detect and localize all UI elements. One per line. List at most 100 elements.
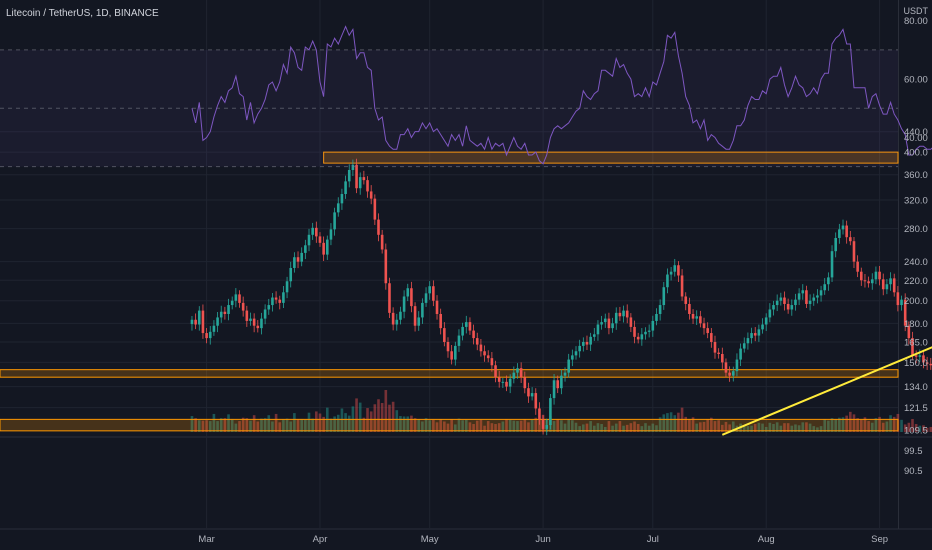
volume-bar [366, 408, 369, 432]
volume-bar [395, 410, 399, 432]
volume-bar [340, 408, 344, 432]
volume-bar [205, 420, 208, 432]
candle-body [673, 265, 677, 272]
candle-body [892, 278, 896, 293]
candle-body [362, 177, 366, 181]
candle-body [289, 267, 293, 282]
y-tick-label: 121.5 [904, 403, 928, 414]
volume-bar [925, 427, 929, 432]
candle-body [797, 293, 801, 300]
candle-body [282, 292, 285, 303]
x-tick-label: Jun [535, 534, 550, 545]
candle-body [753, 333, 757, 336]
candle-body [523, 377, 527, 389]
volume-bar [212, 413, 216, 432]
candle-body [450, 351, 453, 360]
candle-body [241, 302, 245, 311]
volume-bar [230, 418, 234, 432]
volume-bar [841, 417, 845, 432]
candle-body [717, 352, 720, 354]
volume-bar [666, 413, 669, 432]
volume-bar [388, 404, 391, 432]
candle-body [827, 277, 830, 285]
volume-bar [695, 423, 699, 432]
y-tick-label: 200.0 [904, 296, 928, 307]
volume-bar [468, 422, 472, 432]
candle-body [775, 300, 779, 306]
candle-body [486, 355, 490, 359]
volume-bar [863, 417, 867, 432]
candle-body [911, 338, 914, 356]
volume-bar [241, 417, 245, 432]
candle-body [710, 333, 713, 342]
candle-body [227, 305, 230, 314]
candle-body [838, 229, 841, 238]
volume-bar [534, 417, 538, 432]
candle-body [464, 322, 468, 327]
y-tick-label: 99.5 [904, 446, 923, 457]
volume-bar [655, 425, 658, 432]
volume-bar [527, 422, 530, 432]
candle-body [779, 297, 783, 301]
volume-bar [750, 425, 753, 432]
y-tick-label: 180.0 [904, 319, 928, 330]
y-tick-label: 109.5 [904, 425, 928, 436]
volume-bar [856, 418, 859, 432]
candle-body [216, 317, 219, 326]
volume-bar [391, 401, 395, 432]
volume-bar [501, 421, 505, 432]
x-tick-label: Jul [647, 534, 659, 545]
volume-bar [464, 419, 468, 432]
candle-body [699, 316, 702, 324]
candle-body [589, 336, 592, 345]
y-tick-label: 280.0 [904, 224, 928, 235]
volume-bar [636, 424, 640, 432]
volume-bar [699, 422, 702, 432]
volume-bar [585, 423, 589, 432]
candle-body [900, 299, 903, 306]
volume-bar [552, 421, 556, 432]
volume-bar [870, 422, 874, 432]
x-tick-label: Sep [871, 534, 888, 545]
y-tick-label: 360.0 [904, 170, 928, 181]
candle-body [929, 363, 932, 366]
candle-body [230, 300, 234, 306]
candle-body [527, 388, 530, 397]
volume-bar [508, 419, 512, 432]
candle-body [914, 355, 918, 357]
candle-body [307, 234, 311, 246]
candle-body [421, 302, 424, 318]
rsi-pane [0, 25, 932, 168]
candle-body [252, 318, 256, 326]
candle-body [808, 300, 812, 304]
volume-bar [223, 418, 227, 432]
rsi-tick-label: 40.00 [904, 133, 928, 144]
candle-body [845, 225, 848, 238]
candle-body [644, 331, 647, 335]
candle-body [585, 341, 589, 345]
candle-body [208, 331, 212, 339]
candle-body [256, 325, 260, 329]
volume-bar [523, 418, 527, 432]
volume-bar [721, 424, 724, 432]
candle-body [666, 274, 669, 288]
volume-bar [640, 426, 644, 432]
candle-body [549, 398, 552, 426]
volume-bar [190, 416, 194, 432]
volume-bar [432, 419, 435, 432]
currency-label: USDT [903, 6, 929, 16]
volume-bar [746, 426, 750, 432]
candle-body [592, 334, 596, 337]
volume-bar [560, 420, 563, 432]
candle-body [417, 317, 421, 326]
volume-bar [607, 421, 611, 432]
candle-body [454, 345, 457, 360]
horizontal-zones [0, 151, 899, 432]
volume-bar [772, 424, 775, 432]
volume-bar [377, 399, 380, 432]
candle-body [380, 234, 384, 250]
candle-body [867, 281, 870, 284]
volume-bar [823, 419, 827, 432]
candle-body [603, 318, 607, 323]
